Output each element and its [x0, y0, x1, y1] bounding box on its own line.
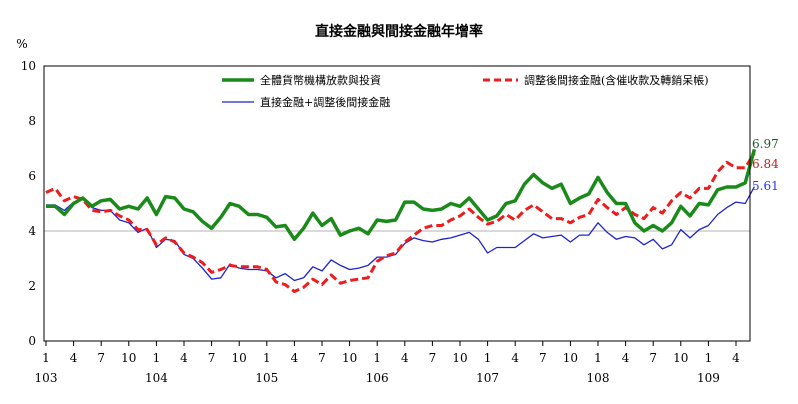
end-label-0: 6.97 [752, 137, 779, 151]
x-tick-label: 1 [484, 351, 492, 365]
y-tick-layer: 0 2 4 6 8 10 [21, 59, 37, 348]
x-tick-label: 7 [318, 351, 326, 365]
x-tick-label: 4 [511, 351, 519, 365]
x-tick-label: 1 [263, 351, 271, 365]
x-tick-label: 7 [97, 351, 105, 365]
x-tick-label: 1 [705, 351, 713, 365]
year-label: 103 [35, 371, 58, 385]
y-tick-label: 10 [21, 59, 36, 73]
legend-label-total-loans: 全體貨幣機構放款與投資 [260, 73, 381, 87]
x-tick-label: 10 [121, 351, 136, 365]
x-tick-label: 4 [401, 351, 409, 365]
year-label: 106 [366, 371, 389, 385]
x-tick-label: 7 [539, 351, 547, 365]
legend-label-direct-plus-indirect: 直接金融+調整後間接金融 [260, 95, 390, 109]
year-label: 104 [145, 371, 168, 385]
x-tick-label: 1 [373, 351, 381, 365]
x-tick-label: 4 [732, 351, 740, 365]
series-layer [45, 148, 757, 293]
x-tick-label: 4 [180, 351, 188, 365]
year-label: 109 [697, 371, 720, 385]
series-line-1 [45, 152, 756, 293]
x-tick-label: 7 [649, 351, 657, 365]
y-tick-label: 4 [28, 224, 36, 238]
x-tick-label: 10 [673, 351, 688, 365]
series-line-2 [46, 186, 755, 282]
x-tick-label: 10 [452, 351, 467, 365]
y-tick-label: 2 [28, 279, 36, 293]
chart-title: 直接金融與間接金融年增率 [315, 23, 483, 40]
x-tick-label: 4 [622, 351, 630, 365]
end-label-layer: 6.97 6.84 5.61 [752, 137, 779, 193]
series-line-0 [46, 148, 757, 242]
x-tick-label: 7 [208, 351, 216, 365]
x-tick-layer: 1 4 7 10 1 4 7 10 1 4 7 10 1 4 7 10 1 4 7 10 1 4 7 10 1 4 [42, 341, 740, 365]
plot-frame [43, 65, 751, 342]
x-tick-label: 4 [291, 351, 299, 365]
x-tick-label: 1 [153, 351, 161, 365]
legend-label-adjusted-indirect: 調整後間接金融(含催收款及轉銷呆帳) [524, 73, 709, 87]
x-tick-label: 10 [342, 351, 357, 365]
y-tick-label: 0 [28, 334, 36, 348]
year-label: 107 [476, 371, 499, 385]
y-tick-label: 8 [28, 114, 36, 128]
y-tick-label: 6 [28, 169, 36, 183]
x-tick-label: 4 [70, 351, 78, 365]
end-label-1: 6.84 [752, 157, 779, 171]
year-label: 105 [255, 371, 278, 385]
y-axis-unit: % [16, 37, 27, 51]
end-label-2: 5.61 [752, 179, 779, 193]
x-tick-label: 7 [429, 351, 437, 365]
year-label-layer: 103 104 105 106 107 108 109 [35, 371, 720, 385]
legend: 全體貨幣機構放款與投資 調整後間接金融(含催收款及轉銷呆帳) 直接金融+調整後間… [222, 73, 709, 109]
x-tick-label: 1 [42, 351, 50, 365]
x-tick-label: 10 [232, 351, 247, 365]
x-tick-label: 1 [594, 351, 602, 365]
x-tick-label: 10 [563, 351, 578, 365]
year-label: 108 [587, 371, 610, 385]
